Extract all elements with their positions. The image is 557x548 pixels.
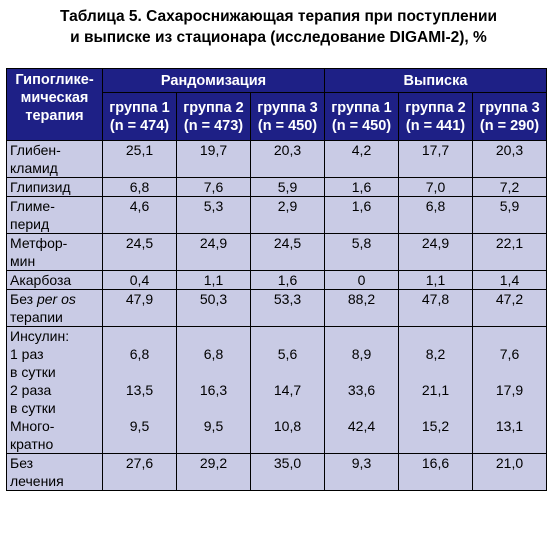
table-row: Без per os терапии 47,9 50,3 53,3 88,2 47,8 47,… [6,289,547,327]
table-row: Акарбоза 0,4 1,1 1,6 0 1,1 1,4 [6,270,547,290]
value-cell: 53,3 [250,289,325,327]
value-cell: 24,9 [176,233,251,271]
value-cell: 1,6 [250,270,325,290]
therapy-table: Гипоглике- мическая терапия Рандомизация… [6,68,547,491]
value-cell: 7,6 17,9 13,1 [472,326,547,454]
table-row: Глипизид 6,8 7,6 5,9 1,6 7,0 7,2 [6,177,547,197]
value-cell: 24,9 [398,233,473,271]
caption-line-1: Таблица 5. Сахароснижающая терапия при п… [60,8,497,25]
value-cell: 4,6 [102,196,177,234]
row-label: Акарбоза [6,270,103,290]
value-cell: 19,7 [176,140,251,178]
column-header-rand-group-2: группа 2 (n = 473) [176,92,251,141]
value-cell: 5,9 [250,177,325,197]
table-row: Инсулин: 1 раз в сутки 2 раза в сутки Много-к… [6,326,547,454]
value-cell: 8,9 33,6 42,4 [324,326,399,454]
value-cell: 1,1 [398,270,473,290]
value-cell: 24,5 [102,233,177,271]
row-label: Без лечения [6,453,103,491]
table-row: Без лечения 27,6 29,2 35,0 9,3 16,6 21,0 [6,453,547,491]
value-cell: 29,2 [176,453,251,491]
row-label: Инсулин: 1 раз в сутки 2 раза в сутки Много-к… [6,326,103,454]
value-cell: 1,6 [324,196,399,234]
value-cell: 27,6 [102,453,177,491]
value-cell: 5,3 [176,196,251,234]
value-cell: 6,8 [398,196,473,234]
table-row: Глибен-кламид 25,1 19,7 20,3 4,2 17,7 20,3 [6,140,547,178]
row-label: Без per os терапии [6,289,103,327]
value-cell: 0,4 [102,270,177,290]
value-cell: 1,1 [176,270,251,290]
row-label: Глиме-перид [6,196,103,234]
table-row: Метфор-мин 24,5 24,9 24,5 5,8 24,9 22,1 [6,233,547,271]
table-caption: Таблица 5. Сахароснижающая терапия при п… [0,6,557,48]
column-header-discharge: Выписка [324,68,547,93]
value-cell: 0 [324,270,399,290]
value-cell: 9,3 [324,453,399,491]
value-cell: 21,0 [472,453,547,491]
row-label: Метфор-мин [6,233,103,271]
value-cell: 20,3 [250,140,325,178]
column-header-rand-group-3: группа 3 (n = 450) [250,92,325,141]
value-cell: 2,9 [250,196,325,234]
value-cell: 50,3 [176,289,251,327]
value-cell: 4,2 [324,140,399,178]
value-cell: 17,7 [398,140,473,178]
column-header-disch-group-2: группа 2 (n = 441) [398,92,473,141]
value-cell: 20,3 [472,140,547,178]
value-cell: 1,4 [472,270,547,290]
column-header-therapy: Гипоглике- мическая терапия [6,68,103,141]
value-cell: 47,8 [398,289,473,327]
value-cell: 6,8 [102,177,177,197]
column-header-rand-group-1: группа 1 (n = 474) [102,92,177,141]
value-cell: 47,9 [102,289,177,327]
value-cell: 24,5 [250,233,325,271]
value-cell: 7,0 [398,177,473,197]
value-cell: 7,6 [176,177,251,197]
value-cell: 5,6 14,7 10,8 [250,326,325,454]
table-row: Глиме-перид 4,6 5,3 2,9 1,6 6,8 5,9 [6,196,547,234]
value-cell: 6,8 16,3 9,5 [176,326,251,454]
value-cell: 5,8 [324,233,399,271]
column-header-randomization: Рандомизация [102,68,325,93]
value-cell: 1,6 [324,177,399,197]
value-cell: 88,2 [324,289,399,327]
value-cell: 22,1 [472,233,547,271]
value-cell: 6,8 13,5 9,5 [102,326,177,454]
value-cell: 35,0 [250,453,325,491]
column-header-disch-group-1: группа 1 (n = 450) [324,92,399,141]
value-cell: 7,2 [472,177,547,197]
value-cell: 25,1 [102,140,177,178]
value-cell: 47,2 [472,289,547,327]
column-header-disch-group-3: группа 3 (n = 290) [472,92,547,141]
caption-line-2: и выписке из стационара (исследование DI… [70,29,487,46]
value-cell: 5,9 [472,196,547,234]
row-label: Глипизид [6,177,103,197]
value-cell: 16,6 [398,453,473,491]
value-cell: 8,2 21,1 15,2 [398,326,473,454]
row-label: Глибен-кламид [6,140,103,178]
